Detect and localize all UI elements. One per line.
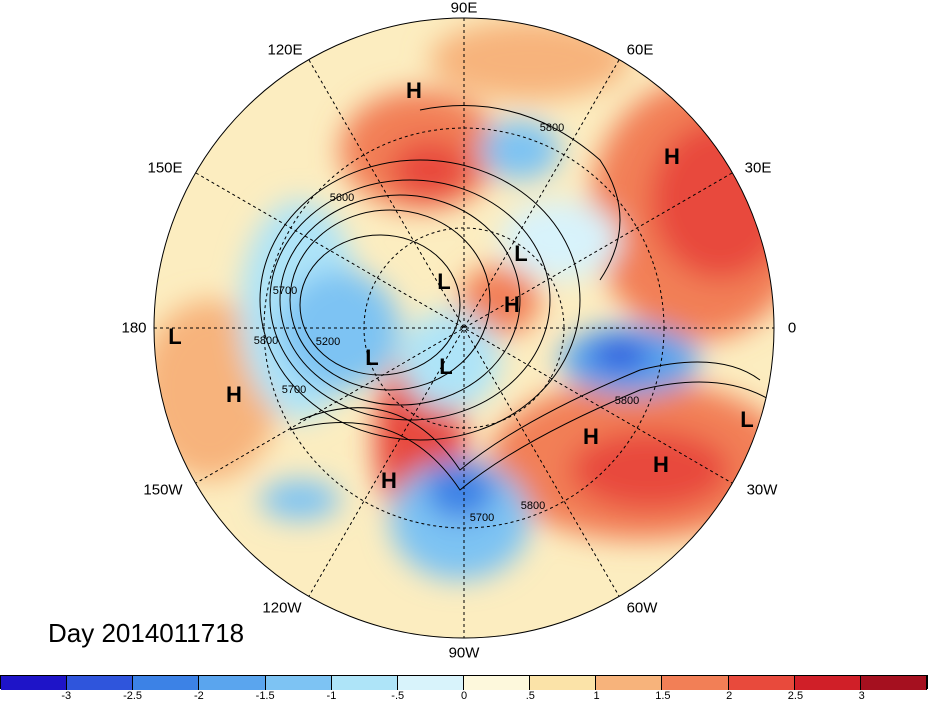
colorbar-swatch [463, 676, 531, 690]
low-center: L [514, 241, 528, 266]
colorbar-swatch [596, 676, 663, 690]
colorbar-ticks: -3 -2.5 -2 -1.5 -1 -.5 0 .5 1 1.5 2 2.5 3 [0, 690, 928, 702]
colorbar-tick-label: 2.5 [787, 690, 804, 702]
colorbar-tick-label: 1 [593, 690, 600, 702]
colorbar-tick-label: -1 [326, 690, 337, 702]
colorbar-swatch [133, 676, 200, 690]
colorbar-tick-label: -.5 [391, 690, 405, 702]
low-center: L [365, 345, 379, 370]
colorbar-tick-label: -2 [193, 690, 204, 702]
contour-label: 5700 [272, 285, 298, 297]
colorbar-tick-label: 3 [858, 690, 865, 702]
lon-label-90e: 90E [450, 0, 478, 17]
high-center: H [653, 452, 669, 477]
colorbar-swatch [265, 676, 332, 690]
contour-label: 5700 [469, 512, 495, 524]
anomaly-field [154, 18, 774, 638]
high-center: H [583, 424, 599, 449]
colorbar-tick-label: -1.5 [255, 690, 275, 702]
date-title: Day 2014011718 [48, 618, 245, 648]
colorbar-tick-label: -3 [61, 690, 72, 702]
colorbar-tick-label: 2 [726, 690, 733, 702]
high-center: H [406, 78, 422, 103]
lon-label-0: 0 [787, 319, 797, 337]
contour-label: 5800 [539, 122, 565, 134]
colorbar-swatch [860, 676, 927, 690]
low-center: L [740, 407, 754, 432]
colorbar-tick-label: 0 [460, 690, 468, 702]
contour-label: 5600 [329, 192, 355, 204]
colorbar-swatch [530, 676, 597, 690]
lon-label-120e: 120E [267, 41, 303, 59]
high-center: H [226, 382, 242, 407]
lon-label-150w: 150W [143, 481, 183, 499]
contour-label: 5800 [614, 395, 640, 407]
high-center: H [504, 292, 520, 317]
high-center: H [381, 468, 397, 493]
contour-label: 5700 [281, 384, 307, 396]
low-center: L [437, 269, 451, 294]
height-contours [259, 105, 771, 491]
colorbar-swatch [397, 676, 464, 690]
lon-label-30w: 30W [746, 481, 778, 499]
colorbar-swatch [1, 676, 68, 690]
colorbar-tick-label: 1.5 [655, 690, 671, 702]
colorbar-swatch [662, 676, 729, 690]
lon-label-90w: 90W [448, 644, 480, 662]
lon-label-120w: 120W [262, 599, 302, 617]
colorbar-swatch [67, 676, 134, 690]
lon-label-150e: 150E [147, 159, 183, 177]
colorbar-tick-label: -2.5 [123, 690, 143, 702]
low-center: L [168, 324, 182, 349]
colorbar-swatch [794, 676, 861, 690]
low-center: L [439, 354, 453, 379]
colorbar-swatch [199, 676, 266, 690]
contour-label: 5800 [520, 500, 546, 512]
lon-label-180: 180 [121, 319, 147, 337]
contour-label: 5200 [315, 336, 341, 348]
high-center: H [664, 144, 680, 169]
colorbar-swatch [728, 676, 795, 690]
colorbar-tick-label: .5 [525, 690, 535, 702]
colorbar [0, 675, 928, 690]
colorbar-swatch [331, 676, 398, 690]
lon-label-30e: 30E [744, 159, 772, 177]
lon-label-60w: 60W [626, 599, 658, 617]
graticule [154, 18, 774, 638]
lon-label-60e: 60E [626, 41, 654, 59]
map-boundary [153, 17, 775, 639]
contour-label: 5800 [253, 335, 279, 347]
